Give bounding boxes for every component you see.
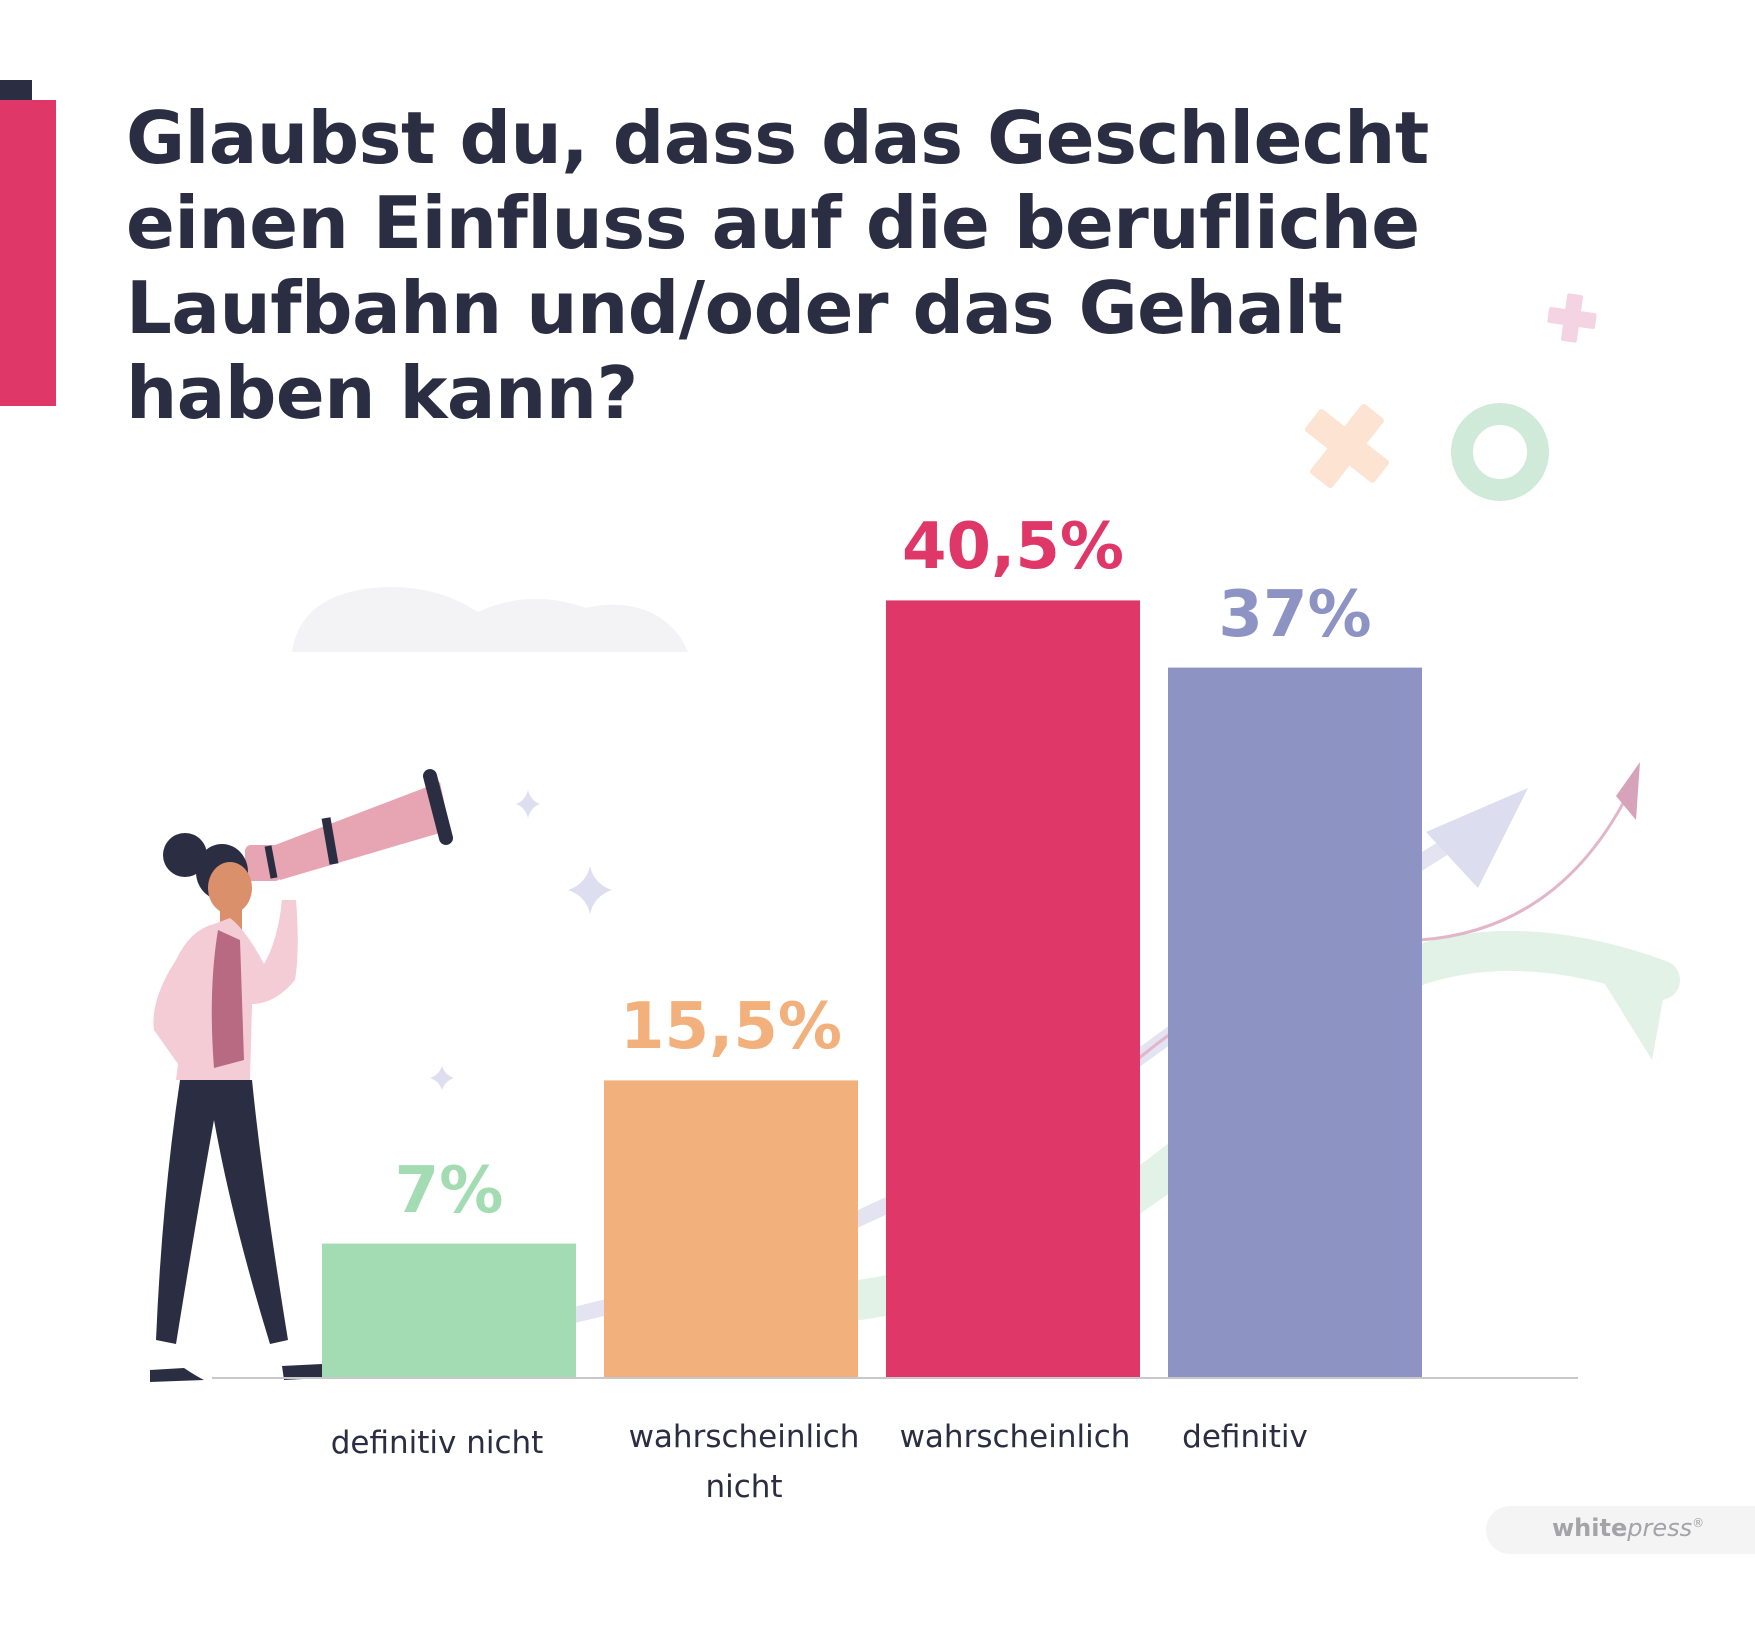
data-label-wahrscheinlich: 40,5% [901, 510, 1125, 585]
bar-wahrscheinlich-nicht [604, 1080, 858, 1378]
ring-icon [1451, 403, 1549, 501]
chart-title: Glaubst du, dass das Geschlecht einen Ei… [126, 96, 1429, 435]
data-label-wahrscheinlich-nicht: 15,5% [619, 990, 843, 1065]
cloud-icon [292, 587, 688, 652]
whitepress-logo: whitepress® [1486, 1506, 1755, 1554]
plus-icon [1304, 403, 1390, 489]
bar-definitiv-nicht [322, 1243, 576, 1378]
sparkle-icon [516, 790, 540, 818]
sparkle-icon [568, 866, 612, 914]
arrow-icon [1600, 972, 1668, 1060]
bar-wahrscheinlich [886, 600, 1140, 1378]
woman-with-telescope-illustration [150, 769, 453, 1382]
accent-bar [0, 100, 56, 406]
category-label-definitiv: definitiv [1182, 1419, 1308, 1455]
bars-group [322, 600, 1422, 1378]
category-label-wahrscheinlich: wahrscheinlich [899, 1419, 1131, 1455]
data-label-definitiv-nicht: 7% [394, 1153, 504, 1228]
sparkle-icon [430, 1066, 454, 1090]
arrow-icon [1426, 788, 1528, 888]
data-label-definitiv: 37% [1218, 577, 1372, 652]
bar-definitiv [1168, 667, 1422, 1378]
accent-square [0, 80, 32, 100]
category-label-definitiv-nicht: definitiv nicht [330, 1425, 544, 1461]
arrow-icon [1616, 762, 1640, 820]
category-label-wahrscheinlich-nicht: wahrscheinlich nicht [628, 1419, 860, 1505]
plus-icon [1547, 293, 1597, 343]
